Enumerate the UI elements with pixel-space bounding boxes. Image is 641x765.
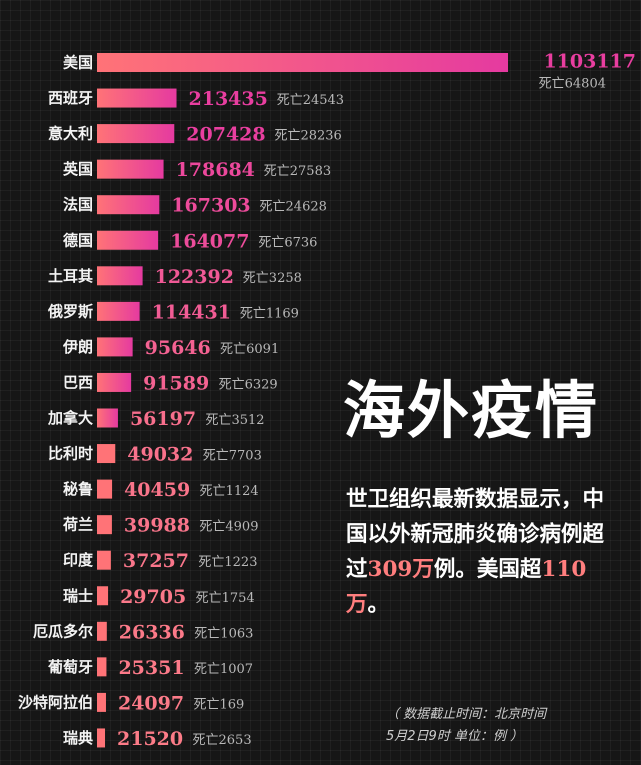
- country-label: 俄罗斯: [47, 302, 93, 320]
- case-value-label: 40459: [124, 479, 190, 501]
- country-label: 巴西: [63, 373, 93, 391]
- death-label: 死亡6329: [219, 377, 278, 392]
- case-value-label: 207428: [186, 124, 265, 146]
- bar: [97, 124, 175, 144]
- bar: [97, 408, 118, 428]
- case-value-label: 213435: [189, 88, 268, 110]
- note-line-2: 5月2日9时 单位：例 ）: [386, 729, 524, 744]
- death-label: 死亡1754: [196, 591, 255, 606]
- country-label: 秘鲁: [63, 480, 93, 498]
- country-label: 意大利: [48, 125, 93, 143]
- bar: [97, 159, 164, 179]
- bar: [97, 657, 107, 677]
- bar: [97, 550, 111, 570]
- bar: [97, 266, 143, 286]
- country-label: 加拿大: [47, 409, 93, 427]
- death-label: 死亡3512: [205, 413, 264, 428]
- country-label: 葡萄牙: [47, 658, 93, 676]
- country-label: 美国: [63, 54, 93, 72]
- bar: [97, 444, 116, 464]
- case-value-label: 167303: [171, 195, 250, 217]
- case-value-label: 39988: [124, 515, 190, 537]
- case-value-label: 29705: [120, 586, 186, 608]
- country-label: 印度: [63, 551, 94, 569]
- country-label: 土耳其: [48, 267, 93, 285]
- country-label: 法国: [63, 196, 93, 214]
- case-value-label: 1103117: [543, 51, 636, 73]
- data-source-note: （ 数据截止时间：北京时间 5月2日9时 单位：例 ）: [386, 704, 626, 748]
- country-label: 比利时: [48, 445, 93, 463]
- case-value-label: 56197: [130, 408, 196, 430]
- bar: [97, 195, 160, 215]
- case-value-label: 164077: [170, 230, 249, 252]
- death-label: 死亡1169: [240, 306, 299, 321]
- bar: [97, 692, 106, 712]
- case-value-label: 49032: [127, 444, 193, 466]
- country-label: 荷兰: [63, 516, 93, 534]
- description-highlight-total: 309万: [367, 557, 434, 582]
- description-highlight-us: 110万: [346, 557, 587, 617]
- bar: [97, 53, 508, 72]
- description-part1: 世卫组织最新数据显示，中国以外新冠肺炎确诊病例超过: [346, 487, 605, 582]
- death-label: 死亡24543: [277, 93, 344, 108]
- case-value-label: 122392: [155, 266, 234, 288]
- case-value-label: 26336: [119, 621, 185, 643]
- country-label: 德国: [63, 231, 93, 249]
- death-label: 死亡4909: [199, 520, 258, 535]
- country-label: 西班牙: [48, 89, 93, 107]
- case-value-label: 37257: [123, 550, 189, 572]
- death-label: 死亡6736: [258, 235, 317, 250]
- country-label: 瑞典: [63, 729, 93, 747]
- country-label: 英国: [63, 160, 93, 178]
- death-label: 死亡3258: [243, 271, 302, 286]
- death-label: 死亡24628: [260, 200, 327, 215]
- note-line-1: （ 数据截止时间：北京时间: [386, 707, 547, 722]
- death-label: 死亡64804: [539, 77, 606, 92]
- case-value-label: 25351: [118, 657, 184, 679]
- case-value-label: 95646: [145, 337, 211, 359]
- bar: [97, 728, 106, 748]
- description-part3: 。: [367, 592, 390, 617]
- bar: [97, 479, 113, 499]
- bar: [97, 301, 140, 321]
- country-label: 伊朗: [62, 338, 93, 356]
- death-label: 死亡1223: [198, 555, 257, 570]
- description-part2: 例。美国超: [433, 557, 542, 582]
- country-label: 沙特阿拉伯: [18, 693, 93, 711]
- death-label: 死亡28236: [274, 129, 341, 144]
- death-label: 死亡1007: [194, 662, 253, 677]
- bar: [97, 586, 109, 606]
- bar: [97, 337, 133, 357]
- death-label: 死亡2653: [193, 733, 252, 748]
- case-value-label: 21520: [117, 728, 183, 750]
- death-label: 死亡1063: [194, 626, 253, 641]
- description-text: 世卫组织最新数据显示，中国以外新冠肺炎确诊病例超过309万例。美国超110万。: [346, 482, 622, 622]
- case-value-label: 114431: [152, 301, 231, 323]
- death-label: 死亡169: [193, 697, 244, 712]
- country-label: 厄瓜多尔: [33, 622, 93, 640]
- bar: [97, 515, 112, 535]
- bar: [97, 88, 177, 108]
- page-title: 海外疫情: [343, 374, 600, 447]
- bar: [97, 372, 132, 392]
- death-label: 死亡6091: [220, 342, 279, 357]
- death-label: 死亡27583: [264, 164, 331, 179]
- bar: [97, 621, 107, 641]
- case-value-label: 24097: [118, 692, 184, 714]
- country-label: 瑞士: [63, 587, 93, 605]
- bar: [97, 230, 159, 250]
- death-label: 死亡7703: [203, 449, 262, 464]
- death-label: 死亡1124: [200, 484, 259, 499]
- case-value-label: 178684: [176, 159, 255, 181]
- case-value-label: 91589: [143, 372, 209, 394]
